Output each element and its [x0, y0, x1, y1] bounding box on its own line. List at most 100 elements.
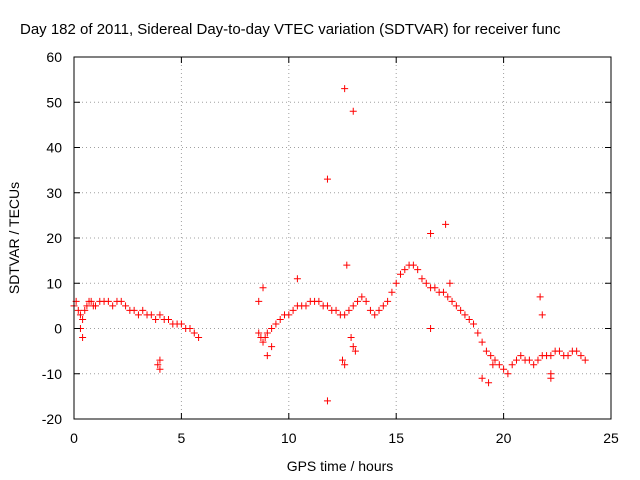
data-point	[354, 297, 362, 305]
data-point	[83, 302, 91, 310]
data-point	[87, 297, 95, 305]
data-point	[478, 338, 486, 346]
data-point	[491, 356, 499, 364]
data-point	[371, 311, 379, 319]
data-point	[323, 302, 331, 310]
data-point	[259, 338, 267, 346]
data-point	[534, 356, 542, 364]
data-point	[152, 315, 160, 323]
data-point	[79, 315, 87, 323]
x-tick-label: 20	[496, 430, 512, 446]
data-point	[154, 361, 162, 369]
data-point	[474, 329, 482, 337]
data-point	[341, 311, 349, 319]
data-point	[500, 365, 508, 373]
x-tick-label: 15	[388, 430, 404, 446]
data-point	[91, 302, 99, 310]
data-point	[341, 85, 349, 93]
data-point	[564, 352, 572, 360]
data-point	[76, 311, 84, 319]
data-point	[489, 361, 497, 369]
data-point	[293, 275, 301, 283]
data-point	[465, 315, 473, 323]
data-point	[358, 293, 366, 301]
data-point	[525, 356, 533, 364]
data-point	[315, 297, 323, 305]
data-point	[104, 297, 112, 305]
data-point	[547, 374, 555, 382]
data-point	[508, 361, 516, 369]
data-point	[341, 361, 349, 369]
data-point	[276, 315, 284, 323]
y-tick-label: 10	[46, 275, 62, 291]
data-point	[323, 175, 331, 183]
data-point	[555, 347, 563, 355]
data-point	[439, 288, 447, 296]
data-point	[156, 356, 164, 364]
data-point	[289, 306, 297, 314]
data-point	[190, 329, 198, 337]
x-tick-label: 5	[178, 430, 186, 446]
data-point	[302, 302, 310, 310]
y-tick-label: 30	[46, 185, 62, 201]
data-point	[457, 306, 465, 314]
data-point	[461, 311, 469, 319]
data-point	[351, 347, 359, 355]
data-point	[339, 356, 346, 364]
data-point	[263, 329, 271, 337]
data-point	[581, 356, 589, 364]
data-point	[422, 279, 430, 287]
data-point	[117, 297, 125, 305]
data-point	[379, 302, 387, 310]
data-point	[177, 320, 185, 328]
y-axis-label: SDTVAR / TECUs	[6, 182, 22, 294]
data-point	[156, 365, 164, 373]
data-point	[431, 284, 439, 292]
data-point	[349, 302, 357, 310]
data-point	[366, 306, 374, 314]
data-point	[448, 297, 456, 305]
data-point	[268, 325, 276, 332]
data-point	[255, 297, 263, 305]
y-tick-label: -20	[42, 411, 62, 427]
y-tick-label: 40	[46, 140, 62, 156]
data-point	[388, 288, 396, 296]
data-point	[195, 334, 203, 342]
data-point	[134, 311, 142, 319]
data-point	[285, 311, 293, 319]
data-point	[427, 325, 435, 332]
data-point	[332, 306, 340, 314]
data-point	[536, 293, 544, 301]
data-point	[156, 311, 164, 319]
data-point	[323, 397, 331, 405]
data-point	[186, 325, 194, 332]
data-point	[482, 347, 490, 355]
chart-title: Day 182 of 2011, Sidereal Day-to-day VTE…	[20, 21, 561, 38]
data-point	[547, 352, 555, 360]
data-point	[255, 329, 263, 337]
y-tick-label: 60	[46, 49, 62, 65]
data-point	[446, 279, 454, 287]
data-point	[263, 352, 271, 360]
data-point	[347, 334, 355, 342]
data-point	[74, 306, 82, 314]
data-point	[349, 343, 357, 351]
data-point	[452, 302, 460, 310]
data-point	[470, 320, 478, 328]
data-point	[444, 293, 452, 301]
x-tick-label: 10	[281, 430, 297, 446]
data-point	[139, 306, 147, 314]
data-point	[345, 306, 353, 314]
data-point	[349, 107, 357, 115]
data-point	[79, 334, 87, 342]
data-point	[530, 361, 538, 369]
data-point	[147, 311, 155, 319]
data-point	[396, 270, 404, 278]
data-point	[512, 356, 520, 364]
data-point	[538, 311, 546, 319]
data-points	[70, 85, 589, 405]
data-point	[427, 229, 435, 237]
data-point	[504, 370, 512, 378]
data-point	[122, 302, 130, 310]
data-point	[409, 261, 417, 269]
